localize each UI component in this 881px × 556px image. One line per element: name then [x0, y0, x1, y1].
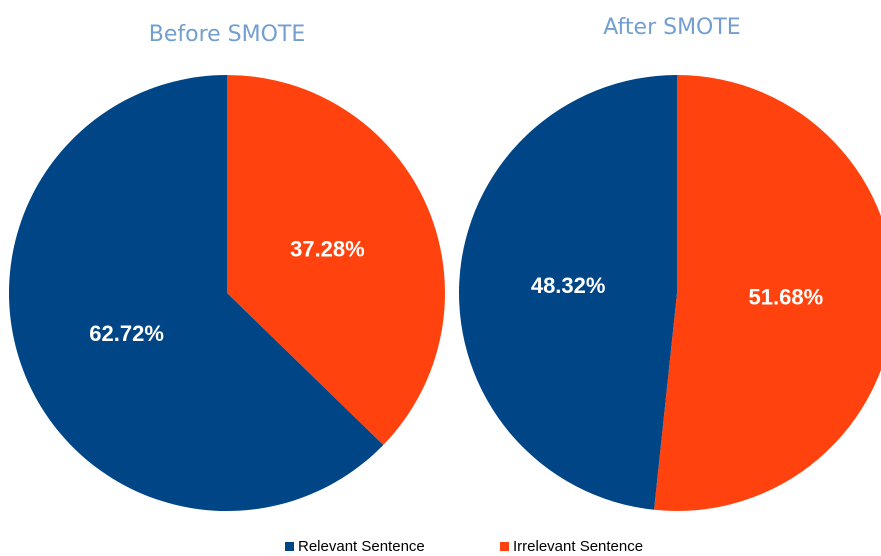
value-label: 62.72% [89, 321, 164, 346]
legend-label: Irrelevant Sentence [513, 538, 643, 555]
value-label: 48.32% [531, 273, 606, 298]
chart-title: Before SMOTE [149, 22, 306, 47]
legend-label: Relevant Sentence [298, 538, 425, 555]
legend-swatch [500, 542, 509, 551]
pie-slice [654, 75, 881, 511]
value-label: 37.28% [290, 236, 365, 261]
legend-swatch [285, 542, 294, 551]
chart-title: After SMOTE [603, 15, 740, 40]
pie-slice [459, 75, 677, 510]
value-label: 51.68% [749, 285, 824, 310]
pie-slice [227, 75, 445, 446]
pie-slice [8, 75, 384, 511]
